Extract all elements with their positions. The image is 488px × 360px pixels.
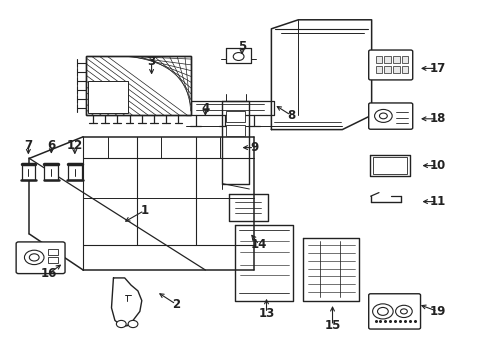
Bar — [375, 66, 381, 73]
Text: 18: 18 — [428, 112, 445, 125]
Circle shape — [372, 304, 392, 319]
Bar — [392, 66, 399, 73]
Text: 2: 2 — [172, 298, 180, 311]
Text: 1: 1 — [140, 204, 148, 217]
Bar — [372, 157, 407, 174]
FancyBboxPatch shape — [368, 50, 412, 80]
Bar — [85, 56, 190, 115]
Text: 9: 9 — [250, 141, 258, 154]
Text: 5: 5 — [238, 40, 245, 53]
Circle shape — [379, 113, 386, 119]
FancyBboxPatch shape — [368, 294, 420, 329]
Circle shape — [128, 320, 138, 328]
Text: 13: 13 — [258, 307, 274, 320]
Bar — [88, 81, 128, 113]
Circle shape — [400, 309, 407, 314]
Text: 3: 3 — [147, 55, 155, 68]
Bar — [21, 164, 35, 180]
Bar — [68, 164, 81, 180]
Bar — [48, 249, 58, 255]
Circle shape — [116, 320, 126, 328]
Bar — [401, 66, 407, 73]
Text: 14: 14 — [250, 238, 267, 251]
Text: 19: 19 — [428, 305, 445, 318]
Text: 7: 7 — [24, 139, 32, 152]
Bar — [401, 56, 407, 63]
Text: 12: 12 — [66, 139, 83, 152]
Circle shape — [395, 305, 411, 318]
Bar — [225, 125, 245, 136]
Circle shape — [24, 250, 44, 265]
Bar — [384, 56, 390, 63]
Text: 8: 8 — [286, 109, 294, 122]
Circle shape — [377, 307, 387, 315]
Text: 6: 6 — [47, 139, 55, 152]
Bar — [225, 111, 245, 122]
Bar — [44, 164, 58, 180]
Text: 4: 4 — [201, 102, 209, 114]
Circle shape — [374, 109, 391, 122]
Text: 10: 10 — [428, 159, 445, 172]
Bar — [48, 257, 58, 263]
FancyBboxPatch shape — [16, 242, 65, 274]
Circle shape — [29, 254, 39, 261]
Bar — [384, 66, 390, 73]
FancyBboxPatch shape — [368, 103, 412, 129]
Text: 17: 17 — [428, 62, 445, 75]
Text: 11: 11 — [428, 195, 445, 208]
Text: 16: 16 — [41, 267, 57, 280]
Text: 15: 15 — [324, 319, 340, 332]
Bar — [375, 56, 381, 63]
Circle shape — [233, 53, 244, 60]
Bar — [392, 56, 399, 63]
Bar — [85, 56, 190, 115]
